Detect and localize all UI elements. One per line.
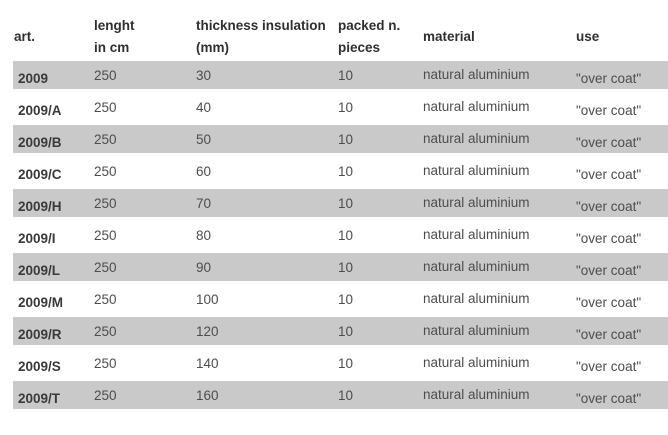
cell-use: "over coat"	[576, 326, 642, 342]
cell-use: "over coat"	[576, 230, 642, 246]
column-header-art: art.	[13, 0, 94, 59]
cell-art: 2009/H	[18, 198, 62, 214]
cell-material: natural aluminium	[423, 162, 530, 178]
cell-length: 250	[94, 355, 117, 371]
cell-length: 250	[94, 227, 117, 243]
cell-art: 2009/A	[18, 102, 62, 118]
header-length-line2: in cm	[94, 40, 130, 55]
cell-use: "over coat"	[576, 70, 642, 86]
table-row: 2009/I 250 80 10 natural aluminium "over…	[13, 219, 668, 251]
cell-packed: 10	[338, 387, 354, 403]
cell-art: 2009/I	[18, 230, 56, 246]
cell-art: 2009/L	[18, 262, 61, 278]
table-row: 2009/H 250 70 10 natural aluminium "over…	[13, 187, 668, 219]
header-use-label: use	[576, 29, 600, 44]
header-thickness-line1: thickness insulation	[196, 18, 326, 33]
cell-thickness: 40	[196, 99, 212, 115]
cell-use: "over coat"	[576, 166, 642, 182]
cell-material: natural aluminium	[423, 258, 530, 274]
cell-packed: 10	[338, 355, 354, 371]
cell-thickness: 140	[196, 355, 219, 371]
cell-use: "over coat"	[576, 102, 642, 118]
cell-thickness: 160	[196, 387, 219, 403]
column-header-packed: packed n. pieces	[338, 0, 423, 59]
cell-use: "over coat"	[576, 198, 642, 214]
cell-length: 250	[94, 163, 117, 179]
cell-use: "over coat"	[576, 390, 642, 406]
cell-material: natural aluminium	[423, 194, 530, 210]
cell-length: 250	[94, 259, 117, 275]
table-body: 2009 250 30 10 natural aluminium "over c…	[13, 59, 668, 411]
cell-material: natural aluminium	[423, 226, 530, 242]
cell-packed: 10	[338, 67, 354, 83]
cell-length: 250	[94, 131, 117, 147]
cell-material: natural aluminium	[423, 290, 530, 306]
cell-material: natural aluminium	[423, 66, 530, 82]
table-row: 2009/A 250 40 10 natural aluminium "over…	[13, 91, 668, 123]
cell-length: 250	[94, 291, 117, 307]
table-row: 2009/T 250 160 10 natural aluminium "ove…	[13, 379, 668, 411]
cell-length: 250	[94, 323, 117, 339]
cell-thickness: 90	[196, 259, 212, 275]
cell-use: "over coat"	[576, 358, 642, 374]
cell-length: 250	[94, 99, 117, 115]
cell-length: 250	[94, 195, 117, 211]
column-header-material: material	[423, 0, 576, 59]
cell-length: 250	[94, 387, 117, 403]
products-spec-table: art. lenght in cm thickness insulation (…	[13, 0, 668, 411]
cell-thickness: 80	[196, 227, 212, 243]
table-row: 2009/C 250 60 10 natural aluminium "over…	[13, 155, 668, 187]
table-row: 2009/M 250 100 10 natural aluminium "ove…	[13, 283, 668, 315]
cell-packed: 10	[338, 227, 354, 243]
header-material-label: material	[423, 29, 475, 44]
table-row: 2009 250 30 10 natural aluminium "over c…	[13, 59, 668, 91]
cell-packed: 10	[338, 131, 354, 147]
cell-thickness: 70	[196, 195, 212, 211]
header-packed-line1: packed n.	[338, 18, 401, 33]
cell-thickness: 100	[196, 291, 219, 307]
cell-packed: 10	[338, 163, 354, 179]
cell-length: 250	[94, 67, 117, 83]
cell-material: natural aluminium	[423, 322, 530, 338]
cell-use: "over coat"	[576, 262, 642, 278]
header-packed-line2: pieces	[338, 40, 381, 55]
cell-packed: 10	[338, 195, 354, 211]
column-header-length: lenght in cm	[94, 0, 196, 59]
header-thickness-line2: (mm)	[196, 40, 229, 55]
cell-art: 2009/B	[18, 134, 62, 150]
table-row: 2009/R 250 120 10 natural aluminium "ove…	[13, 315, 668, 347]
column-header-thickness: thickness insulation (mm)	[196, 0, 338, 59]
header-length-line1: lenght	[94, 18, 135, 33]
cell-art: 2009/M	[18, 294, 64, 310]
cell-packed: 10	[338, 99, 354, 115]
cell-packed: 10	[338, 323, 354, 339]
cell-packed: 10	[338, 259, 354, 275]
table-row: 2009/S 250 140 10 natural aluminium "ove…	[13, 347, 668, 379]
table-row: 2009/B 250 50 10 natural aluminium "over…	[13, 123, 668, 155]
cell-art: 2009/C	[18, 166, 62, 182]
table-header-row: art. lenght in cm thickness insulation (…	[13, 0, 668, 59]
cell-thickness: 120	[196, 323, 219, 339]
cell-use: "over coat"	[576, 294, 642, 310]
cell-material: natural aluminium	[423, 130, 530, 146]
cell-thickness: 50	[196, 131, 212, 147]
column-header-use: use	[576, 0, 668, 59]
cell-art: 2009/R	[18, 326, 62, 342]
cell-use: "over coat"	[576, 134, 642, 150]
cell-art: 2009	[18, 70, 49, 86]
cell-material: natural aluminium	[423, 354, 530, 370]
cell-art: 2009/T	[18, 390, 61, 406]
header-art-label: art.	[14, 29, 36, 44]
cell-material: natural aluminium	[423, 98, 530, 114]
cell-material: natural aluminium	[423, 386, 530, 402]
table-row: 2009/L 250 90 10 natural aluminium "over…	[13, 251, 668, 283]
cell-art: 2009/S	[18, 358, 61, 374]
cell-thickness: 30	[196, 67, 212, 83]
cell-thickness: 60	[196, 163, 212, 179]
cell-packed: 10	[338, 291, 354, 307]
